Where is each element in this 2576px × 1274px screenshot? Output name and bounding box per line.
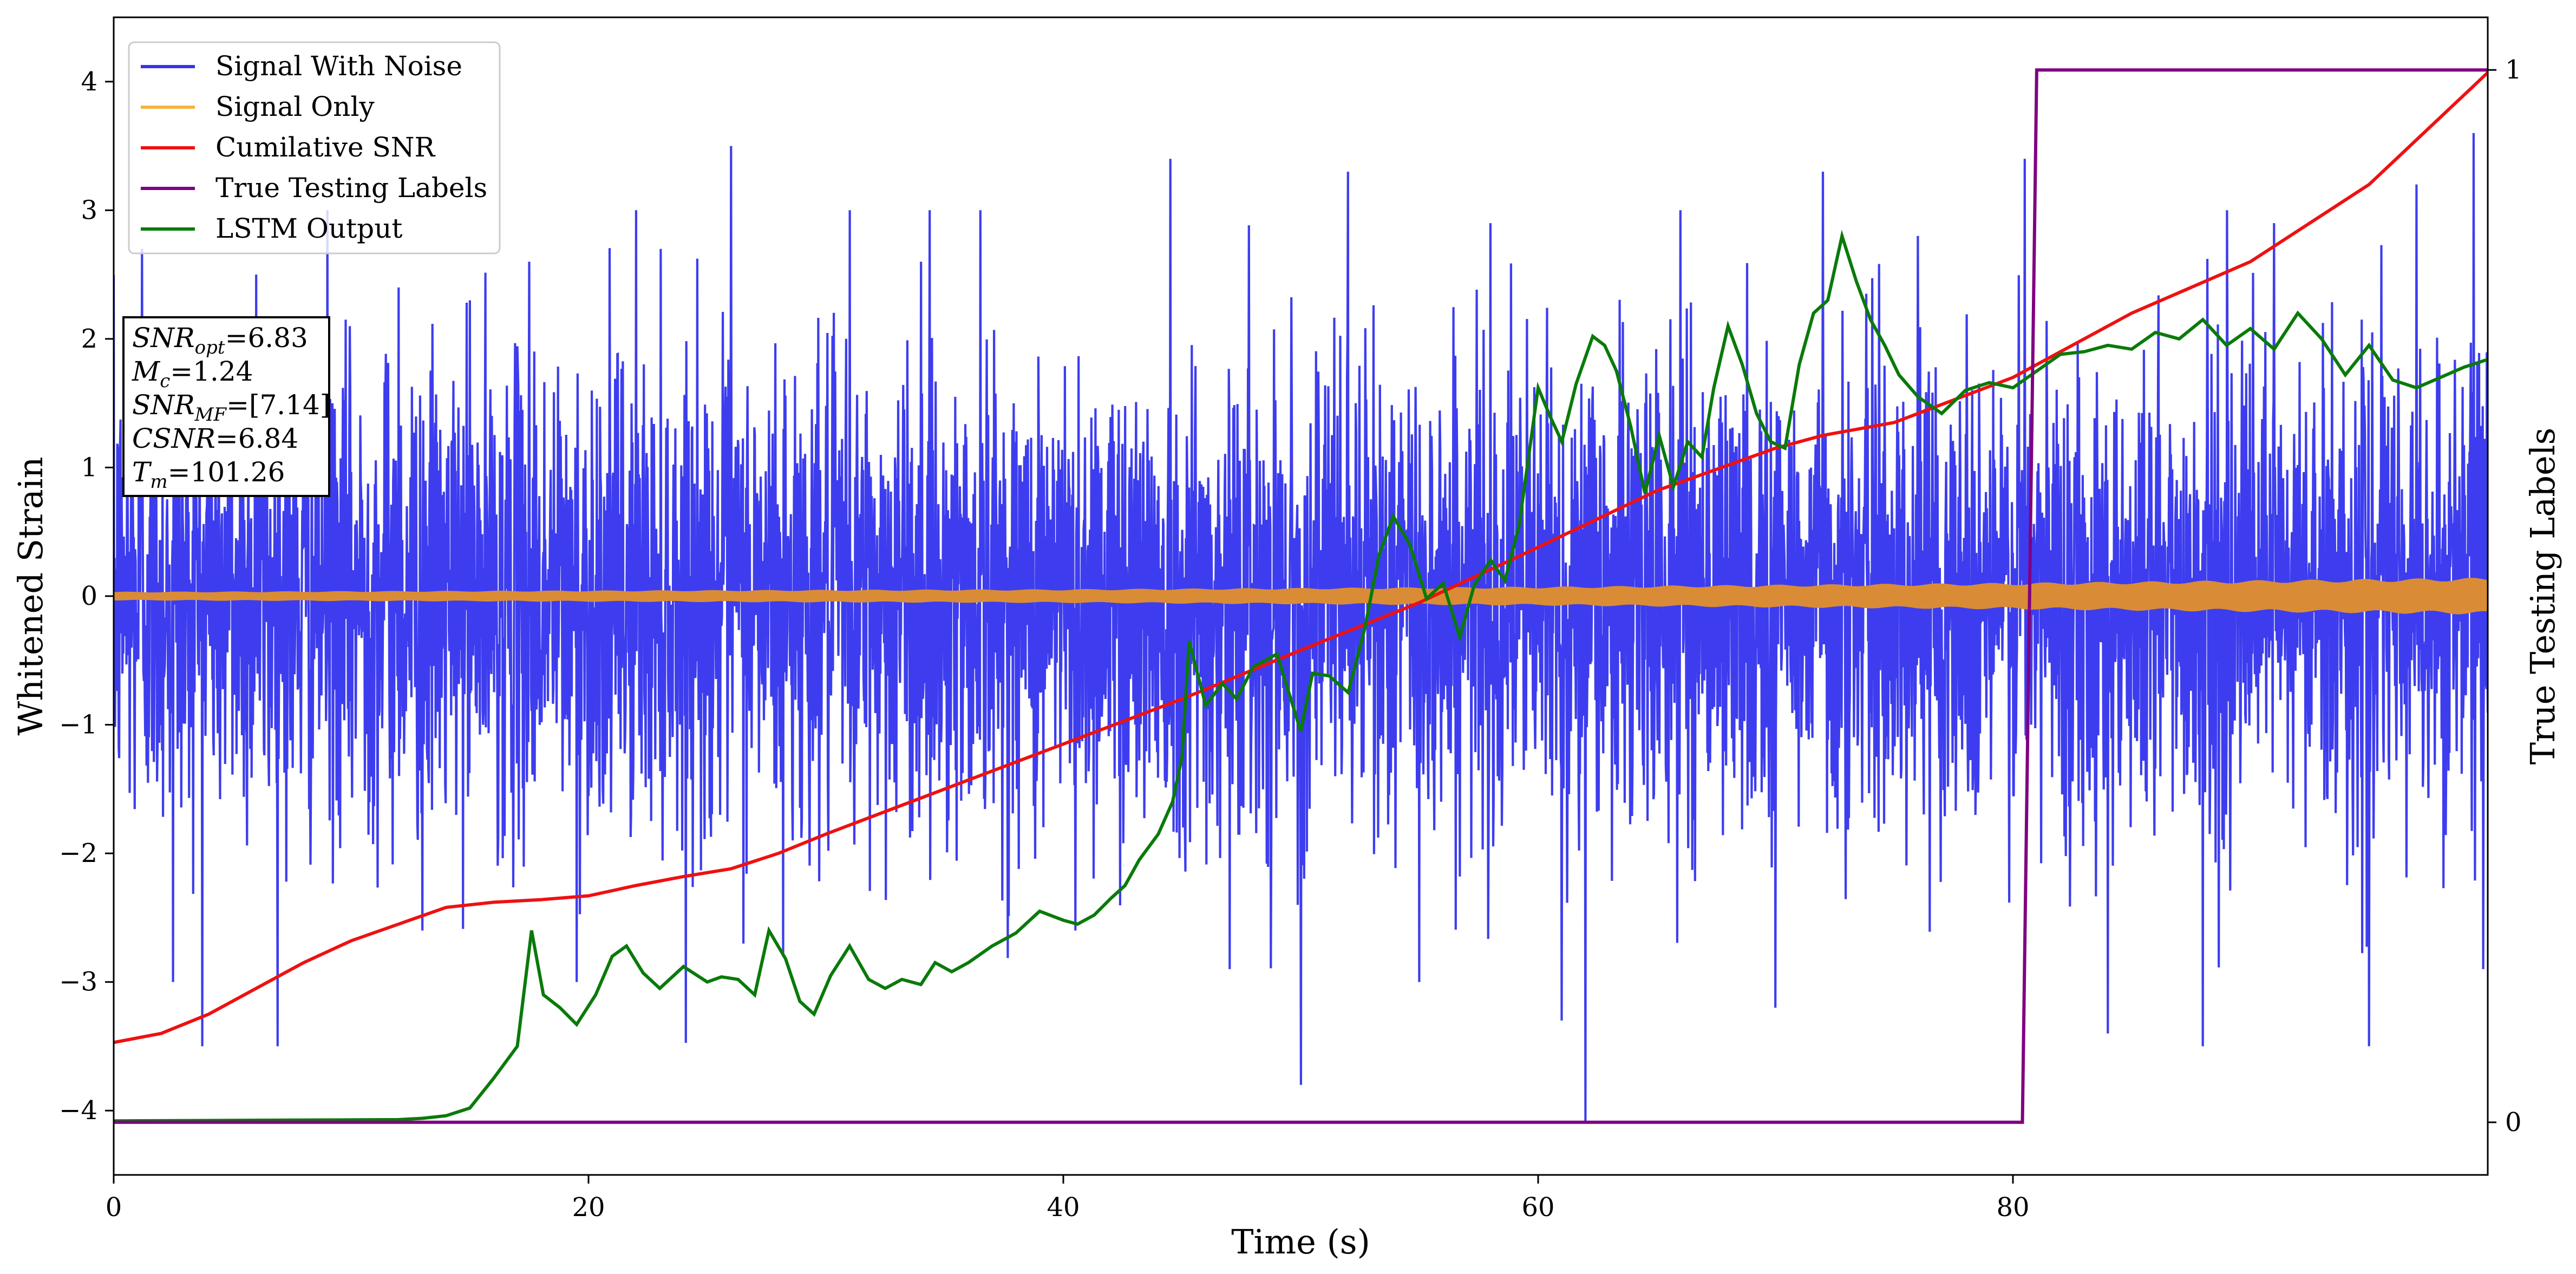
x-tick-label: 80 [1996, 1192, 2029, 1223]
series-band-1 [114, 578, 2488, 615]
info-line: Tm=101.26 [132, 456, 285, 493]
x-tick-label: 20 [572, 1192, 605, 1223]
y2-axis-title: True Testing Labels [2523, 428, 2562, 765]
legend: Signal With Noise Signal Only Cumilative S… [128, 41, 501, 254]
info-value: =[7.14] [226, 389, 330, 421]
y2-tick-label: 0 [2505, 1107, 2522, 1138]
legend-label: Signal Only [215, 91, 375, 122]
x-axis-title: Time (s) [1231, 1222, 1370, 1262]
x-tick-label: 40 [1047, 1192, 1080, 1223]
info-line: SNRopt=6.83 [132, 322, 308, 358]
info-value: =6.84 [215, 423, 298, 454]
y-tick-label: −1 [59, 710, 97, 740]
info-subscript: MF [194, 404, 227, 426]
series-line-2 [114, 71, 2488, 1044]
legend-label: Cumilative SNR [215, 132, 435, 163]
info-value: =6.83 [225, 322, 308, 354]
x-tick-label: 0 [106, 1192, 122, 1223]
info-symbol: SNR [132, 389, 195, 421]
legend-frame [128, 41, 501, 254]
y-axis-title: Whitened Strain [11, 457, 50, 736]
info-subscript: c [160, 370, 170, 392]
info-symbol: M [132, 356, 161, 387]
series-line-3 [114, 68, 2488, 1124]
series-line-0 [114, 133, 2488, 1124]
x-tick-label: 60 [1521, 1192, 1554, 1223]
info-box-frame [122, 316, 330, 497]
y-tick-label: −2 [59, 838, 97, 868]
info-subscript: m [150, 471, 167, 493]
info-line: CSNR=6.84 [132, 423, 298, 454]
y-tick-label: −3 [59, 967, 97, 997]
y-tick-label: 0 [81, 581, 97, 611]
y-tick-label: −4 [59, 1095, 97, 1126]
info-value: =1.24 [170, 356, 253, 387]
info-value: =101.26 [168, 456, 285, 488]
y-tick-label: 2 [81, 324, 97, 354]
y-tick-label: 1 [81, 452, 97, 482]
legend-label: LSTM Output [215, 213, 402, 244]
info-symbol: SNR [132, 322, 195, 354]
info-symbol: CSNR [132, 423, 215, 454]
series-line-4 [114, 230, 2488, 1123]
legend-label: True Testing Labels [215, 172, 487, 204]
info-line: Mc=1.24 [132, 356, 253, 392]
info-line: SNRMF=[7.14] [132, 389, 330, 426]
info-box: SNRopt=6.83Mc=1.24SNRMF=[7.14]CSNR=6.84T… [122, 316, 330, 497]
y-tick-label: 3 [81, 195, 97, 225]
plot-area [114, 68, 2488, 1124]
y-tick-label: 4 [81, 67, 97, 97]
legend-label: Signal With Noise [215, 50, 462, 82]
y2-tick-label: 1 [2505, 55, 2522, 85]
info-symbol: T [132, 456, 152, 488]
info-subscript: opt [195, 337, 225, 358]
